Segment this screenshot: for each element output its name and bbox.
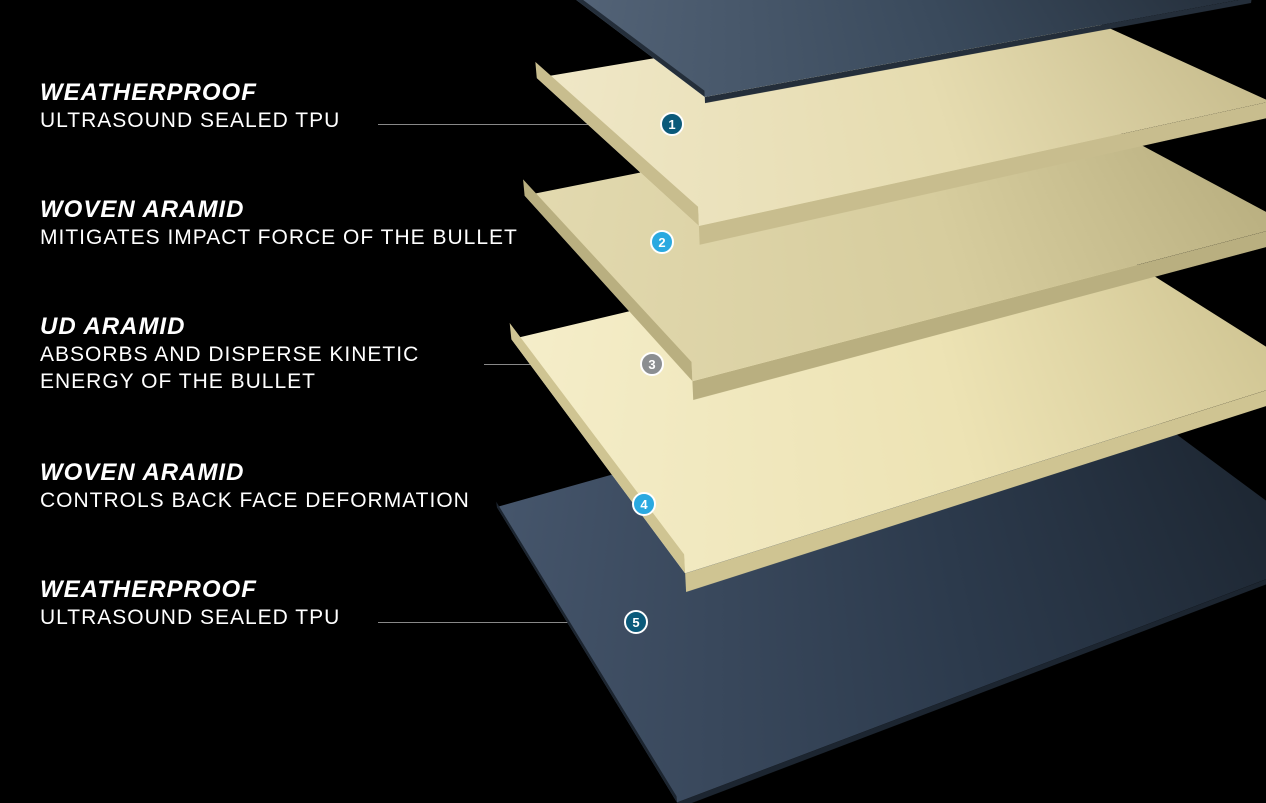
layer-2-title: WOVEN ARAMID bbox=[40, 197, 518, 223]
layer-4-label: WOVEN ARAMID CONTROLS BACK FACE DEFORMAT… bbox=[40, 460, 470, 515]
badge-2: 2 bbox=[650, 230, 674, 254]
layer-5-desc: ULTRASOUND SEALED TPU bbox=[40, 605, 340, 631]
layer-2-label: WOVEN ARAMID MITIGATES IMPACT FORCE OF T… bbox=[40, 197, 518, 252]
layer-1-title: WEATHERPROOF bbox=[40, 80, 340, 106]
layer-2-desc: MITIGATES IMPACT FORCE OF THE BULLET bbox=[40, 225, 518, 251]
layer-3-desc: ABSORBS AND DISPERSE KINETIC ENERGY OF T… bbox=[40, 342, 520, 395]
badge-4: 4 bbox=[632, 492, 656, 516]
badge-1: 1 bbox=[660, 112, 684, 136]
layer-1-desc: ULTRASOUND SEALED TPU bbox=[40, 108, 340, 134]
layer-5-title: WEATHERPROOF bbox=[40, 577, 340, 603]
badge-3-number: 3 bbox=[648, 357, 655, 372]
layer-1-label: WEATHERPROOF ULTRASOUND SEALED TPU bbox=[40, 80, 340, 135]
layer-5-label: WEATHERPROOF ULTRASOUND SEALED TPU bbox=[40, 577, 340, 632]
badge-5: 5 bbox=[624, 610, 648, 634]
layer-4-title: WOVEN ARAMID bbox=[40, 460, 470, 486]
layer-stack bbox=[580, 0, 1266, 769]
layer-3-label: UD ARAMID ABSORBS AND DISPERSE KINETIC E… bbox=[40, 314, 520, 395]
badge-2-number: 2 bbox=[658, 235, 665, 250]
badge-3: 3 bbox=[640, 352, 664, 376]
layer-4-desc: CONTROLS BACK FACE DEFORMATION bbox=[40, 488, 470, 514]
layer-3-title: UD ARAMID bbox=[40, 314, 520, 340]
badge-5-number: 5 bbox=[632, 615, 639, 630]
badge-1-number: 1 bbox=[668, 117, 675, 132]
badge-4-number: 4 bbox=[640, 497, 647, 512]
